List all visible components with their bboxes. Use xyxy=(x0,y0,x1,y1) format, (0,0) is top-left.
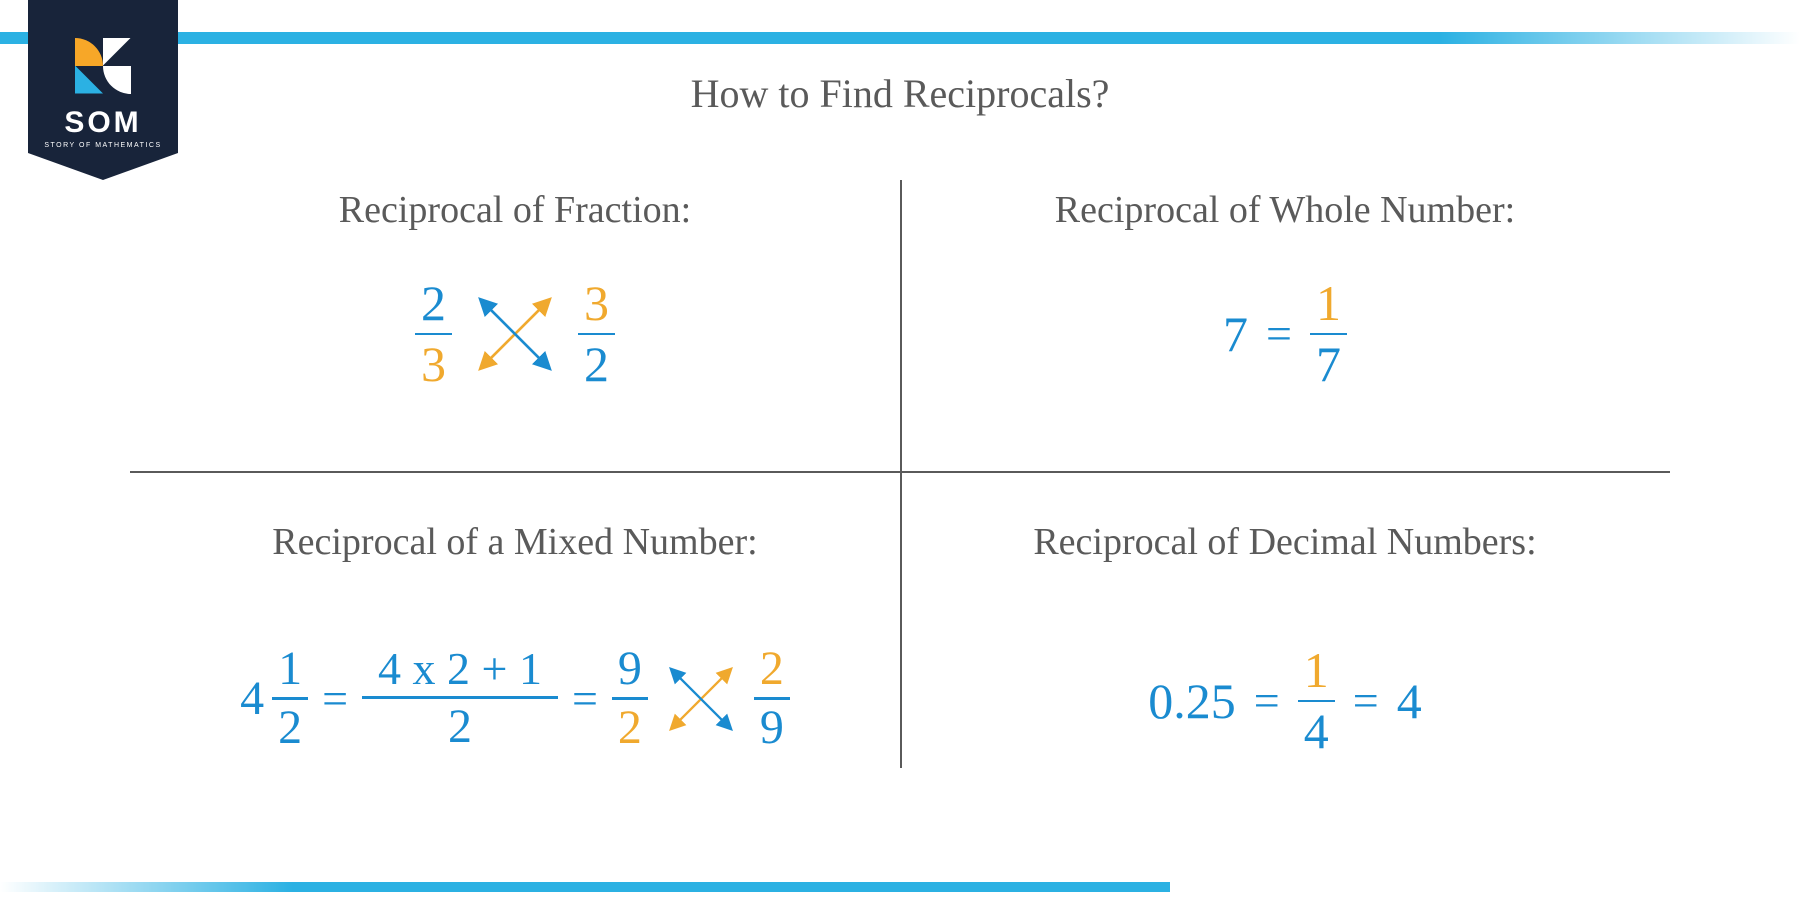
decimal-value: 0.25 xyxy=(1148,672,1236,730)
section-title: Reciprocal of a Mixed Number: xyxy=(130,520,900,564)
fraction-bar xyxy=(754,697,790,700)
fraction-right: 3 2 xyxy=(578,277,615,391)
bottom-accent-bar xyxy=(0,882,1170,892)
page-title: How to Find Reciprocals? xyxy=(0,70,1800,117)
fraction-bar xyxy=(1298,700,1335,703)
numerator: 2 xyxy=(415,277,452,330)
numerator: 3 xyxy=(578,277,615,330)
equals-sign: = xyxy=(322,672,348,725)
fraction-bar xyxy=(272,697,308,700)
equals-sign: = xyxy=(1266,307,1292,360)
denominator: 3 xyxy=(415,338,452,391)
mixed-whole: 4 xyxy=(240,671,264,726)
equation-row: 2 3 3 2 xyxy=(130,277,900,391)
whole-value: 7 xyxy=(1223,305,1248,363)
equation-row: 4 1 2 = 4 x 2 + 1 2 = 9 2 xyxy=(130,644,900,753)
result-fraction: 2 9 xyxy=(754,644,790,753)
fraction-bar xyxy=(415,333,452,336)
fraction-equivalent: 1 4 xyxy=(1298,644,1335,758)
improper-fraction: 9 2 xyxy=(612,644,648,753)
equals-sign: = xyxy=(572,672,598,725)
equation-row: 7 = 1 7 xyxy=(900,277,1670,391)
section-whole: Reciprocal of Whole Number: 7 = 1 7 xyxy=(900,180,1670,490)
denominator: 4 xyxy=(1298,705,1335,758)
denominator: 7 xyxy=(1310,338,1347,391)
mixed-number: 4 1 2 xyxy=(240,644,308,753)
denominator: 9 xyxy=(754,703,790,753)
denominator: 2 xyxy=(272,703,308,753)
fraction-left: 2 3 xyxy=(415,277,452,391)
content-grid: Reciprocal of Fraction: 2 3 3 xyxy=(130,180,1670,800)
section-decimal: Reciprocal of Decimal Numbers: 0.25 = 1 … xyxy=(900,490,1670,800)
mixed-fraction: 1 2 xyxy=(272,644,308,753)
section-fraction: Reciprocal of Fraction: 2 3 3 xyxy=(130,180,900,490)
fraction-bar xyxy=(612,697,648,700)
numerator: 9 xyxy=(612,644,648,694)
denominator: 2 xyxy=(442,702,478,752)
numerator: 1 xyxy=(272,644,308,694)
equals-sign: = xyxy=(1353,674,1379,727)
equals-sign: = xyxy=(1254,674,1280,727)
section-mixed: Reciprocal of a Mixed Number: 4 1 2 = 4 … xyxy=(130,490,900,800)
equation-row: 0.25 = 1 4 = 4 xyxy=(900,644,1670,758)
fraction-result: 1 7 xyxy=(1310,277,1347,391)
section-title: Reciprocal of Fraction: xyxy=(130,188,900,232)
numerator: 4 x 2 + 1 xyxy=(362,645,558,693)
fraction-bar xyxy=(578,333,615,336)
swap-arrows-icon xyxy=(662,660,740,738)
swap-arrows-icon xyxy=(470,289,560,379)
logo-subtext: STORY OF MATHEMATICS xyxy=(44,142,161,149)
decimal-result: 4 xyxy=(1397,672,1422,730)
numerator: 2 xyxy=(754,644,790,694)
expansion-fraction: 4 x 2 + 1 2 xyxy=(362,645,558,752)
numerator: 1 xyxy=(1310,277,1347,330)
fraction-bar xyxy=(362,696,558,699)
fraction-bar xyxy=(1310,333,1347,336)
numerator: 1 xyxy=(1298,644,1335,697)
top-accent-bar xyxy=(0,32,1800,44)
section-title: Reciprocal of Whole Number: xyxy=(900,188,1670,232)
section-title: Reciprocal of Decimal Numbers: xyxy=(900,520,1670,564)
denominator: 2 xyxy=(578,338,615,391)
denominator: 2 xyxy=(612,703,648,753)
